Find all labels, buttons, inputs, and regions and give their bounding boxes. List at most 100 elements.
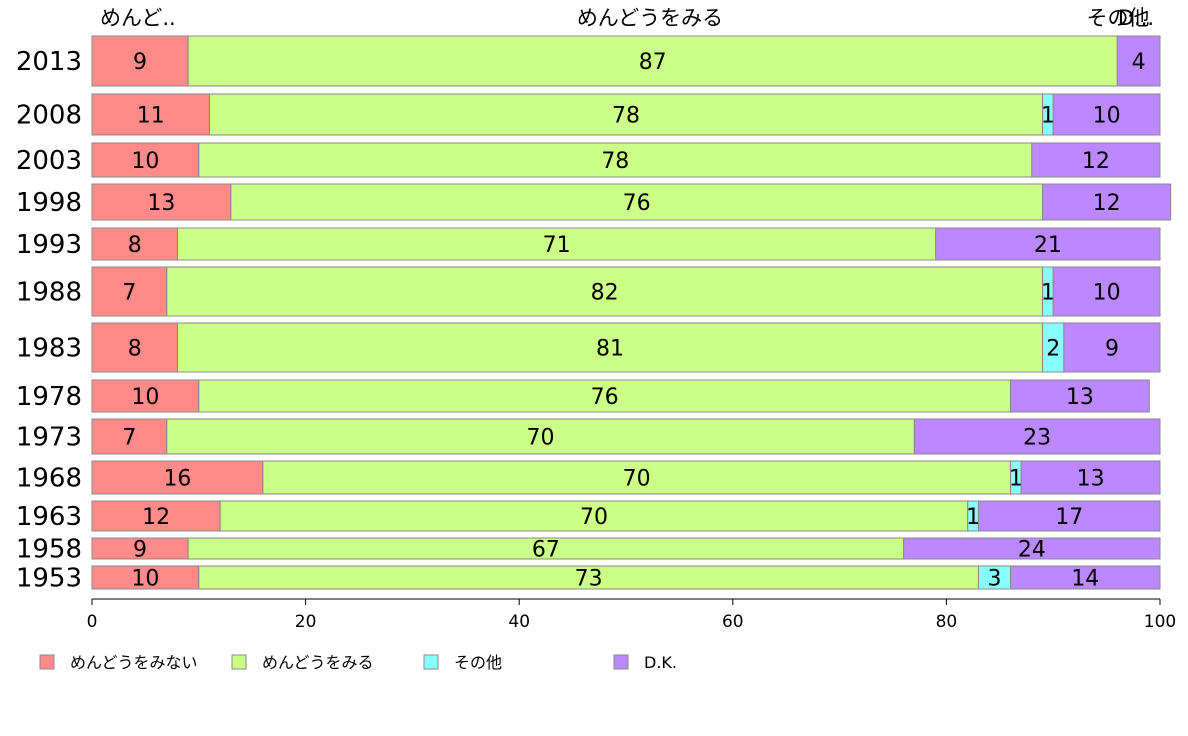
- bar-2013-series-2: [187, 35, 1118, 87]
- data-label-2013-series-1: 9: [133, 50, 147, 75]
- bar-1993-series-4: [935, 227, 1161, 261]
- x-tick-label-40: 40: [508, 612, 530, 632]
- bar-1993-series-1: [91, 227, 178, 261]
- bar-1973-series-4: [913, 418, 1161, 455]
- bar-1983-series-4: [1063, 322, 1161, 373]
- bar-1998-series-4: [1042, 183, 1172, 221]
- data-label-1968-series-1: 16: [163, 467, 191, 492]
- data-label-1988-series-3: 1: [1041, 281, 1055, 306]
- x-tick-label-80: 80: [936, 612, 958, 632]
- bar-1968-series-4: [1020, 460, 1161, 495]
- bar-1988-series-2: [166, 266, 1044, 317]
- legend-swatch-2: [231, 654, 247, 670]
- x-tick-label-0: 0: [87, 612, 98, 632]
- data-label-1993-series-1: 8: [128, 233, 142, 258]
- bar-1983-series-1: [91, 322, 178, 373]
- data-label-2003-series-4: 12: [1082, 149, 1110, 174]
- data-label-1958-series-4: 24: [1018, 538, 1046, 563]
- data-label-2013-series-4: 4: [1132, 50, 1146, 75]
- data-label-1953-series-2: 73: [575, 567, 603, 592]
- year-label-1963: 1963: [16, 502, 82, 532]
- bar-2003-series-1: [91, 142, 200, 178]
- bar-2003-series-2: [198, 142, 1033, 178]
- bar-1968-series-1: [91, 460, 264, 495]
- data-label-2013-series-2: 87: [639, 50, 667, 75]
- bar-1958-series-4: [903, 537, 1161, 560]
- year-label-2003: 2003: [16, 146, 82, 176]
- data-label-1988-series-1: 7: [122, 281, 136, 306]
- year-label-1968: 1968: [16, 464, 82, 494]
- bar-1968-series-2: [262, 460, 1011, 495]
- legend-label-1: めんどうをみない: [70, 653, 198, 672]
- data-label-1993-series-4: 21: [1034, 233, 1062, 258]
- bar-1978-series-1: [91, 379, 200, 413]
- data-label-2008-series-4: 10: [1093, 104, 1121, 129]
- bar-1993-series-2: [176, 227, 937, 261]
- data-label-2008-series-1: 11: [137, 104, 165, 129]
- year-label-1993: 1993: [16, 230, 82, 260]
- bar-1963-series-2: [219, 500, 969, 532]
- data-label-1958-series-2: 67: [532, 538, 560, 563]
- data-label-1963-series-4: 17: [1055, 505, 1083, 530]
- legend-swatch-3: [423, 654, 439, 670]
- legend-label-3: その他: [454, 653, 502, 672]
- data-label-1988-series-2: 82: [591, 281, 619, 306]
- data-label-1963-series-2: 70: [580, 505, 608, 530]
- legend-label-4: D.K.: [644, 653, 677, 672]
- data-label-1953-series-4: 14: [1071, 567, 1099, 592]
- year-label-1973: 1973: [16, 423, 82, 453]
- bar-2008-series-4: [1052, 93, 1161, 136]
- bar-2013-series-4: [1116, 35, 1161, 87]
- data-label-1963-series-1: 12: [142, 505, 170, 530]
- x-tick-label-100: 100: [1144, 612, 1176, 632]
- bar-2008-series-1: [91, 93, 210, 136]
- legend-swatch-4: [613, 654, 629, 670]
- data-label-1983-series-1: 8: [128, 337, 142, 362]
- data-label-1998-series-1: 13: [147, 191, 175, 216]
- data-label-1968-series-2: 70: [623, 467, 651, 492]
- data-label-1978-series-2: 76: [591, 385, 619, 410]
- data-label-1953-series-3: 3: [987, 567, 1001, 592]
- bar-1978-series-4: [1009, 379, 1150, 413]
- bar-1988-series-4: [1052, 266, 1161, 317]
- top-label-3: その他: [1087, 6, 1150, 30]
- bar-1988-series-1: [91, 266, 168, 317]
- bar-2013-series-1: [91, 35, 189, 87]
- top-label-2: めんどうをみる: [577, 6, 723, 30]
- data-label-1983-series-2: 81: [596, 337, 624, 362]
- data-label-1998-series-2: 76: [623, 191, 651, 216]
- data-label-1978-series-4: 13: [1066, 385, 1094, 410]
- data-label-2008-series-3: 1: [1041, 104, 1055, 129]
- bar-1998-series-1: [91, 183, 232, 221]
- data-label-1978-series-1: 10: [131, 385, 159, 410]
- bar-1953-series-4: [1009, 565, 1161, 590]
- data-label-1973-series-4: 23: [1023, 426, 1051, 451]
- year-label-2013: 2013: [16, 47, 82, 77]
- bar-2003-series-4: [1031, 142, 1161, 178]
- data-label-1998-series-4: 12: [1093, 191, 1121, 216]
- data-label-1958-series-1: 9: [133, 538, 147, 563]
- bar-1973-series-2: [166, 418, 915, 455]
- data-label-2003-series-2: 78: [601, 149, 629, 174]
- legend-label-2: めんどうをみる: [262, 653, 374, 672]
- bar-1963-series-4: [977, 500, 1161, 532]
- year-label-1998: 1998: [16, 188, 82, 218]
- data-label-1968-series-4: 13: [1077, 467, 1105, 492]
- year-label-1953: 1953: [16, 564, 82, 594]
- legend-swatch-1: [39, 654, 55, 670]
- bar-2008-series-2: [208, 93, 1044, 136]
- data-label-1973-series-1: 7: [122, 426, 136, 451]
- bar-1983-series-2: [176, 322, 1044, 373]
- top-label-1: めんど..: [100, 6, 176, 30]
- data-label-1953-series-1: 10: [131, 567, 159, 592]
- data-label-2003-series-1: 10: [131, 149, 159, 174]
- year-label-1958: 1958: [16, 535, 82, 565]
- data-label-1993-series-2: 71: [543, 233, 571, 258]
- top-label-4: D...: [1118, 6, 1154, 30]
- bar-1998-series-2: [230, 183, 1044, 221]
- year-label-1978: 1978: [16, 382, 82, 412]
- data-label-1983-series-3: 2: [1046, 337, 1060, 362]
- bar-1973-series-1: [91, 418, 168, 455]
- data-label-2008-series-2: 78: [612, 104, 640, 129]
